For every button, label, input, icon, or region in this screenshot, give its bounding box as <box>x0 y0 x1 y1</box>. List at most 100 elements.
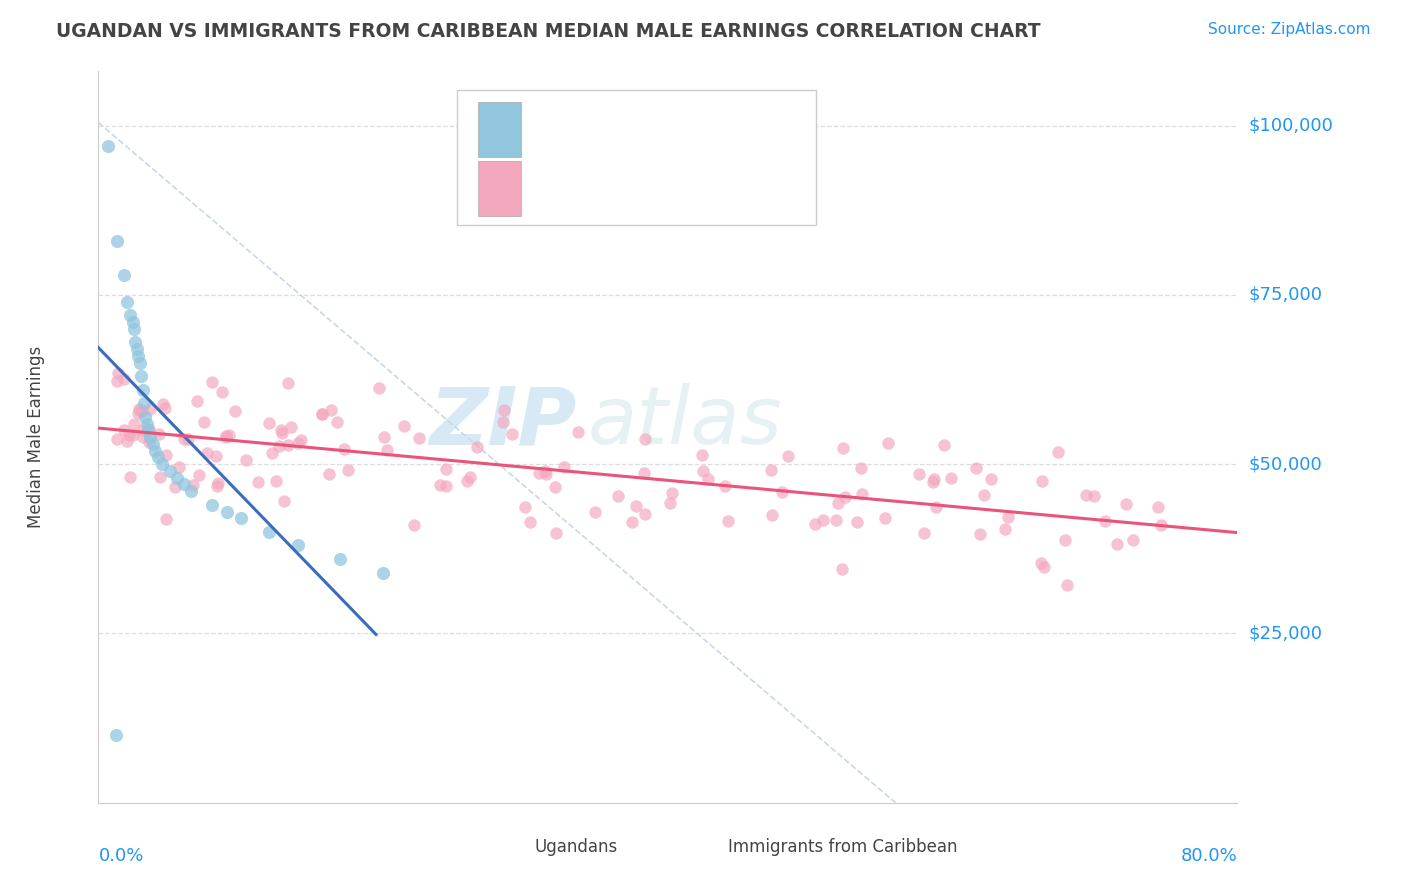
Point <box>761 508 783 522</box>
Point <box>224 404 246 418</box>
Point <box>834 491 856 505</box>
Point <box>127 349 149 363</box>
Point <box>546 526 568 541</box>
Point <box>218 427 240 442</box>
Point <box>515 500 537 515</box>
Point <box>201 375 224 389</box>
Point <box>195 446 218 460</box>
Point <box>173 432 195 446</box>
Point <box>139 401 162 416</box>
Point <box>152 396 174 410</box>
Point <box>997 510 1019 524</box>
Text: Source: ZipAtlas.com: Source: ZipAtlas.com <box>1208 22 1371 37</box>
Text: Median Male Earnings: Median Male Earnings <box>27 346 45 528</box>
Point <box>97 139 120 153</box>
Point <box>129 403 152 417</box>
Point <box>128 401 150 416</box>
Text: Immigrants from Caribbean: Immigrants from Caribbean <box>728 838 957 855</box>
Point <box>207 476 229 491</box>
Point <box>155 448 177 462</box>
Point <box>215 430 238 444</box>
Point <box>553 459 575 474</box>
Point <box>634 508 657 522</box>
Text: R =: R = <box>534 121 574 139</box>
Point <box>215 505 238 519</box>
Point <box>333 442 356 457</box>
Point <box>152 457 174 471</box>
Point <box>270 426 292 441</box>
Point <box>132 423 155 437</box>
Text: $25,000: $25,000 <box>1249 624 1323 642</box>
Point <box>846 516 869 530</box>
Point <box>155 512 177 526</box>
Point <box>148 450 170 465</box>
Point <box>877 435 900 450</box>
Point <box>434 479 457 493</box>
Point <box>122 417 145 431</box>
Text: Ugandans: Ugandans <box>534 838 617 855</box>
Text: 145: 145 <box>697 179 735 197</box>
Point <box>367 381 389 395</box>
Point <box>105 374 128 388</box>
Point <box>136 423 159 437</box>
Point <box>832 442 855 456</box>
Point <box>1074 488 1097 502</box>
Point <box>1122 533 1144 547</box>
Text: -0.208: -0.208 <box>578 121 643 139</box>
Point <box>311 407 333 421</box>
Point <box>1033 559 1056 574</box>
Text: 34: 34 <box>697 121 723 139</box>
Point <box>118 308 141 322</box>
Point <box>973 488 995 502</box>
Point <box>121 315 143 329</box>
Point <box>112 268 135 282</box>
Point <box>264 474 287 488</box>
Point <box>1031 474 1053 488</box>
Text: N =: N = <box>654 121 695 139</box>
Point <box>270 423 292 437</box>
FancyBboxPatch shape <box>685 830 718 863</box>
Point <box>965 460 987 475</box>
Point <box>659 495 682 509</box>
Point <box>180 484 202 499</box>
Text: R =: R = <box>534 179 574 197</box>
Text: $75,000: $75,000 <box>1249 285 1323 304</box>
Point <box>534 465 557 479</box>
Point <box>122 322 145 336</box>
Point <box>824 513 846 527</box>
Point <box>257 416 280 430</box>
Point <box>907 467 929 481</box>
Point <box>851 487 873 501</box>
Point <box>287 538 309 552</box>
Point <box>606 489 628 503</box>
Point <box>925 500 948 515</box>
Point <box>159 464 181 478</box>
Point <box>325 416 347 430</box>
Point <box>118 428 141 442</box>
Point <box>922 475 945 489</box>
Point <box>287 436 309 450</box>
Point <box>318 467 340 482</box>
Point <box>934 438 956 452</box>
Point <box>492 415 515 429</box>
Point <box>536 467 558 482</box>
Point <box>138 430 160 444</box>
Point <box>173 477 195 491</box>
Text: N =: N = <box>654 179 695 197</box>
Point <box>104 728 127 742</box>
Point <box>177 432 200 446</box>
Point <box>135 417 157 431</box>
FancyBboxPatch shape <box>478 103 522 157</box>
Point <box>1150 518 1173 533</box>
Point <box>186 393 208 408</box>
Point <box>434 461 457 475</box>
Text: 80.0%: 80.0% <box>1181 847 1237 864</box>
Point <box>138 422 160 436</box>
Point <box>105 432 128 446</box>
Point <box>501 427 523 442</box>
Point <box>134 409 156 424</box>
Point <box>813 513 835 527</box>
Text: $50,000: $50,000 <box>1249 455 1322 473</box>
Point <box>163 479 186 493</box>
Point <box>132 429 155 443</box>
